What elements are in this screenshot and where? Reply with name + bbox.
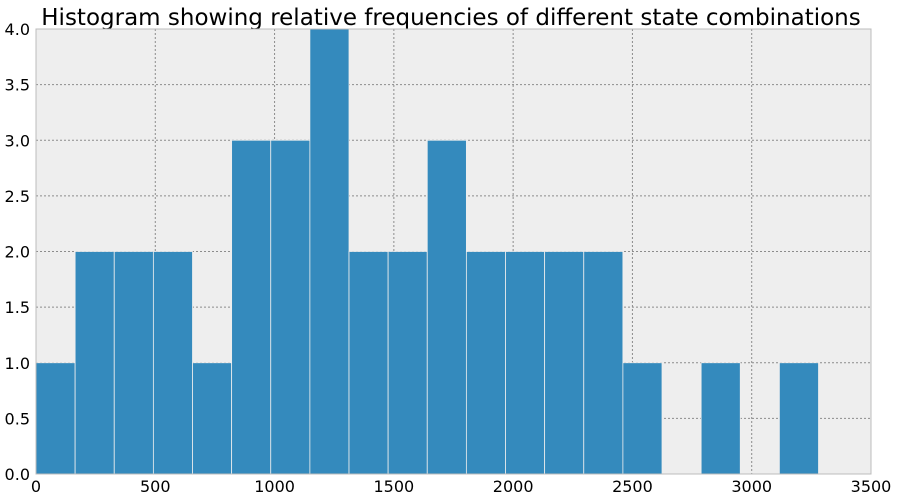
y-tick-label: 1.5 [5, 298, 30, 317]
histogram-bar [152, 251, 193, 475]
x-tick-label: 2500 [612, 477, 653, 496]
y-tick-label: 0.5 [5, 409, 30, 428]
y-tick-label: 4.0 [5, 20, 30, 39]
histogram-bar [544, 251, 585, 475]
x-tick-label: 3000 [731, 477, 772, 496]
histogram-bar [192, 362, 233, 475]
histogram-bar [309, 28, 350, 475]
y-tick-label: 1.0 [5, 354, 30, 373]
y-tick-label: 3.5 [5, 76, 30, 95]
histogram-bar [778, 362, 819, 475]
histogram-bar [231, 139, 272, 475]
histogram-bar [583, 251, 624, 475]
histogram-bar [348, 251, 389, 475]
x-tick-label: 0 [31, 477, 41, 496]
histogram-bar [270, 139, 311, 475]
x-tick-label: 3500 [851, 477, 892, 496]
histogram-bar [505, 251, 546, 475]
chart-title: Histogram showing relative frequencies o… [41, 5, 860, 31]
y-tick-label: 3.0 [5, 131, 30, 150]
histogram-bar [700, 362, 741, 475]
histogram-bar [113, 251, 154, 475]
x-tick-label: 1500 [373, 477, 414, 496]
histogram-bar [35, 362, 76, 475]
histogram-bar [74, 251, 115, 475]
plot-frame [35, 28, 872, 475]
histogram-bar [426, 139, 467, 475]
x-tick-label: 500 [140, 477, 171, 496]
x-tick-label: 2000 [493, 477, 534, 496]
histogram-bar [622, 362, 663, 475]
x-tick-label: 1000 [254, 477, 295, 496]
y-tick-label: 2.5 [5, 187, 30, 206]
histogram-bar [387, 251, 428, 475]
y-tick-label: 2.0 [5, 243, 30, 262]
y-tick-label: 0.0 [5, 465, 30, 484]
histogram-bar [465, 251, 506, 475]
